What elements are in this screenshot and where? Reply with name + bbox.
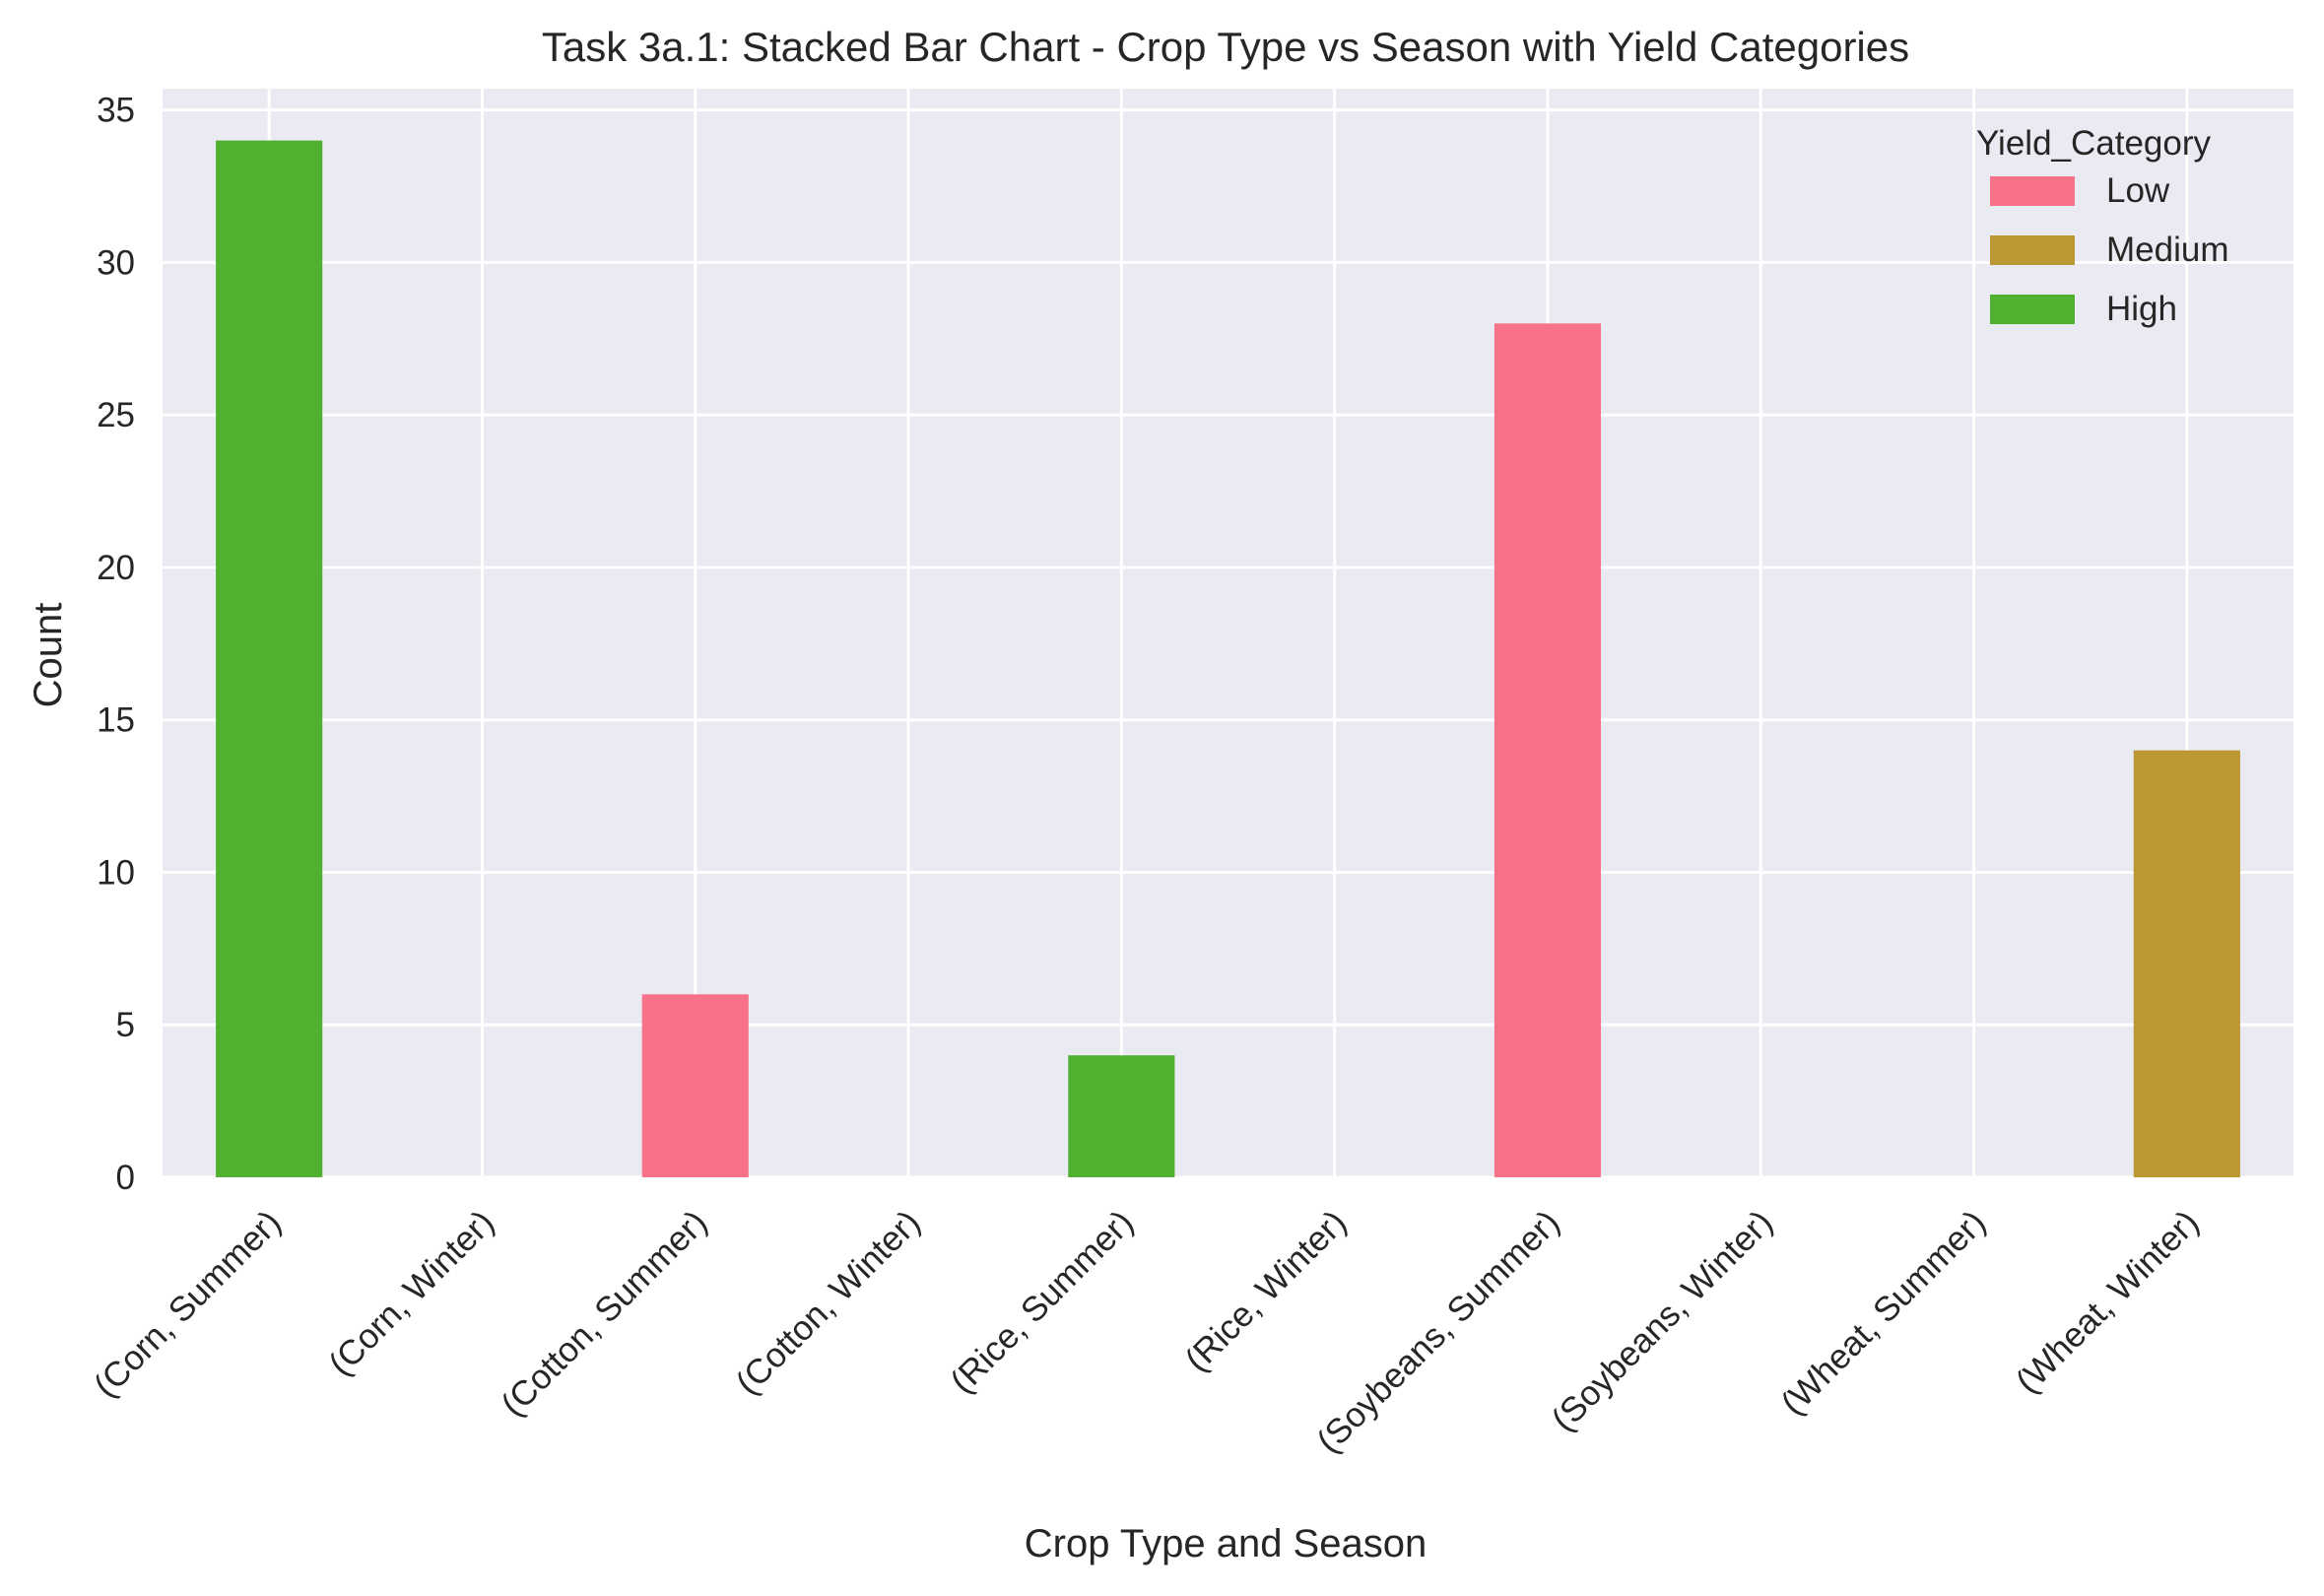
legend-title: Yield_Category xyxy=(1976,124,2212,163)
legend-label-high: High xyxy=(2106,290,2177,328)
y-tick-label: 5 xyxy=(116,1006,135,1044)
y-axis-label: Count xyxy=(27,603,70,708)
legend-swatch-low xyxy=(1990,176,2075,206)
plot-area xyxy=(163,89,2293,1177)
y-tick-label: 0 xyxy=(116,1159,135,1197)
grid-lines xyxy=(163,89,2293,1179)
bar-low xyxy=(1494,323,1602,1177)
bars xyxy=(216,140,2240,1178)
chart-title: Task 3a.1: Stacked Bar Chart - Crop Type… xyxy=(542,24,1909,70)
legend-label-medium: Medium xyxy=(2106,231,2228,269)
bar-high xyxy=(216,140,323,1178)
legend-swatch-high xyxy=(1990,295,2075,324)
bar-low xyxy=(641,994,749,1177)
bar-high xyxy=(1068,1055,1175,1177)
x-axis-label: Crop Type and Season xyxy=(1025,1522,1427,1565)
legend-swatch-medium xyxy=(1990,235,2075,265)
y-tick-label: 30 xyxy=(97,243,135,282)
y-tick-label: 35 xyxy=(97,92,135,130)
legend-label-low: Low xyxy=(2106,171,2170,210)
y-tick-label: 25 xyxy=(97,396,135,434)
y-axis-ticks: 0 5 10 15 20 25 30 35 xyxy=(97,92,135,1197)
legend: Yield_Category Low Medium High xyxy=(1976,124,2228,328)
y-tick-label: 20 xyxy=(97,549,135,587)
bar-medium xyxy=(2133,750,2240,1177)
y-tick-label: 15 xyxy=(97,701,135,740)
y-tick-label: 10 xyxy=(97,853,135,892)
legend-items: Low Medium High xyxy=(1990,171,2228,328)
